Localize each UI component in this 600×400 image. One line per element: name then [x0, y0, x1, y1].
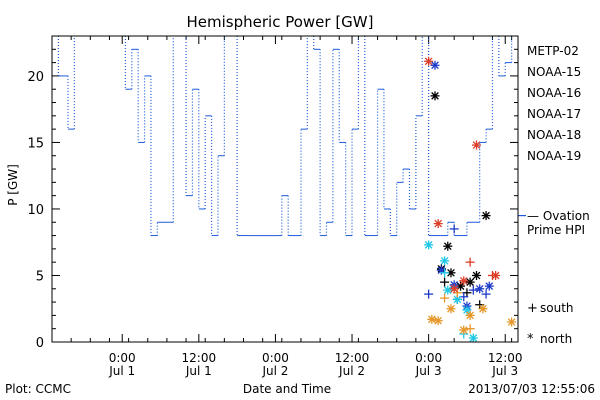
- north-star-point: [468, 333, 478, 343]
- data-points: [424, 56, 517, 343]
- ovation-hpi-line: [52, 35, 526, 237]
- north-star-point: [472, 270, 482, 280]
- north-star-point: [433, 219, 443, 229]
- legend-noaa-16: NOAA-16: [527, 86, 581, 100]
- ovation-legend: — Ovation Prime HPI: [527, 209, 590, 237]
- y-tick-label: 5: [36, 269, 44, 284]
- footer-left: Plot: CCMC: [5, 382, 71, 396]
- x-tick-label: 12:00: [335, 351, 370, 365]
- y-tick-labels: 0 5 10 15 20: [27, 70, 44, 351]
- south-plus-point: [465, 324, 475, 334]
- north-star-point: [424, 240, 434, 250]
- y-axis-label: P [GW]: [6, 164, 20, 206]
- x-tick-label: 0:00: [262, 351, 289, 365]
- north-star-point: [475, 284, 485, 294]
- north-star-point: [484, 281, 494, 291]
- axis-ticks: [51, 35, 518, 343]
- y-tick-label: 20: [27, 70, 44, 85]
- plot-frame: [51, 35, 519, 343]
- marker-legend-symbol: *: [527, 332, 534, 347]
- north-star-point: [443, 241, 453, 251]
- footer-timestamp: 2013/07/03 12:55:06: [468, 382, 595, 396]
- marker-legend-symbol: +: [527, 301, 538, 316]
- south-plus-point: [440, 268, 450, 278]
- north-star-point: [430, 60, 440, 70]
- south-plus-point: [440, 293, 450, 303]
- south-plus-point: [440, 277, 450, 287]
- ovation-legend-line1: — Ovation: [527, 209, 590, 223]
- marker-legend-label: north: [540, 332, 572, 346]
- x-tick-date-label: Jul 3: [491, 364, 518, 378]
- north-star-point: [443, 285, 453, 295]
- x-tick-label: 0:00: [415, 351, 442, 365]
- satellite-legend: METP-02 NOAA-15 NOAA-16 NOAA-17 NOAA-18 NOAA-…: [527, 44, 581, 163]
- south-plus-point: [449, 224, 459, 234]
- legend-metp-02: METP-02: [527, 44, 579, 58]
- north-star-point: [452, 294, 462, 304]
- chart-title: Hemispheric Power [GW]: [187, 13, 374, 31]
- south-plus-point: [465, 257, 475, 267]
- north-star-point: [449, 284, 459, 294]
- south-plus-point: [481, 289, 491, 299]
- south-plus-point: [468, 285, 478, 295]
- south-plus-point: [487, 270, 497, 280]
- y-tick-label: 10: [27, 203, 44, 218]
- north-star-point: [481, 211, 491, 221]
- x-tick-date-label: Jul 1: [108, 364, 135, 378]
- north-star-point: [440, 256, 450, 266]
- x-tick-date-label: Jul 1: [185, 364, 212, 378]
- north-star-point: [472, 140, 482, 150]
- north-star-point: [430, 91, 440, 101]
- north-star-point: [465, 310, 475, 320]
- north-star-point: [446, 304, 456, 314]
- north-star-point: [459, 325, 469, 335]
- north-star-point: [427, 314, 437, 324]
- marker-legend-label: south: [540, 301, 574, 315]
- north-star-point: [478, 304, 488, 314]
- legend-noaa-17: NOAA-17: [527, 107, 581, 121]
- north-star-point: [433, 316, 443, 326]
- x-tick-date-label: Jul 2: [338, 364, 365, 378]
- north-star-point: [465, 277, 475, 287]
- legend-noaa-19: NOAA-19: [527, 149, 581, 163]
- ovation-legend-line2: Prime HPI: [527, 223, 585, 237]
- x-tick-label: 0:00: [109, 351, 136, 365]
- marker-legend: + south * north: [527, 301, 574, 347]
- x-tick-label: 12:00: [182, 351, 217, 365]
- south-plus-point: [424, 289, 434, 299]
- legend-noaa-18: NOAA-18: [527, 128, 581, 142]
- x-tick-label: 12:00: [488, 351, 523, 365]
- north-star-point: [507, 317, 517, 327]
- legend-noaa-15: NOAA-15: [527, 65, 581, 79]
- north-star-point: [424, 56, 434, 66]
- x-tick-date-label: Jul 3: [415, 364, 442, 378]
- north-star-point: [459, 276, 469, 286]
- y-tick-label: 0: [36, 336, 44, 351]
- x-axis-label: Date and Time: [243, 382, 331, 396]
- x-tick-date-label: Jul 2: [261, 364, 288, 378]
- y-tick-label: 15: [27, 136, 44, 151]
